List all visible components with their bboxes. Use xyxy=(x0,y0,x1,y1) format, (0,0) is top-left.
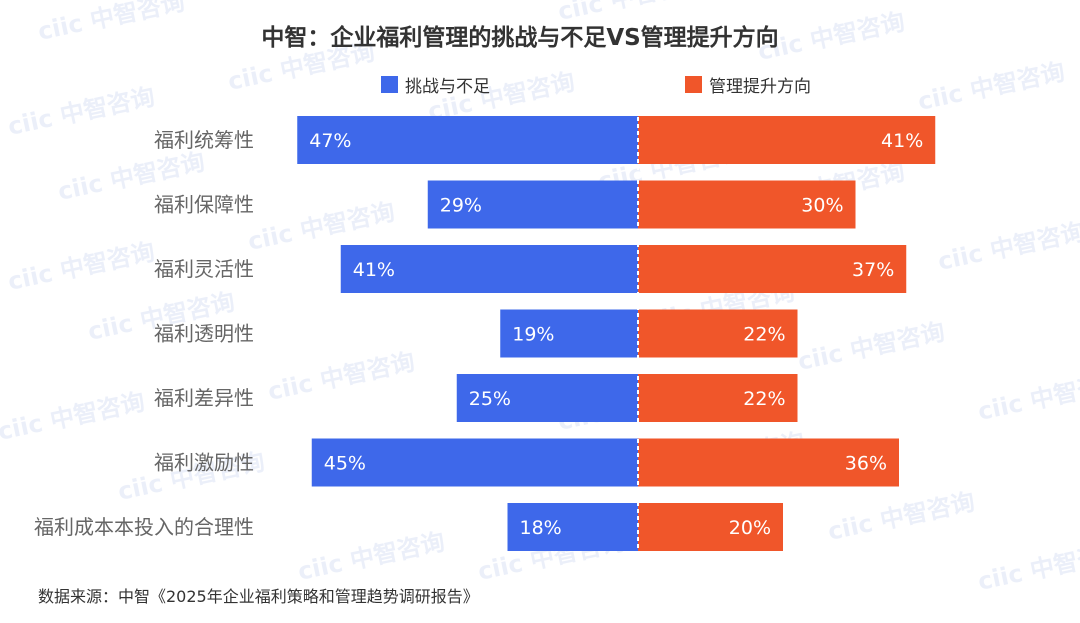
chart-title: 中智：企业福利管理的挑战与不足VS管理提升方向 xyxy=(261,24,778,51)
bar-challenge xyxy=(427,180,638,229)
source-note: 数据来源：中智《2025年企业福利策略和管理趋势调研报告》 xyxy=(38,587,479,606)
bar-improvement xyxy=(638,309,798,358)
watermark: ciic 中智咨询 xyxy=(265,347,417,405)
category-label: 福利激励性 xyxy=(154,451,254,475)
watermark: ciic 中智咨询 xyxy=(35,0,187,46)
watermark: ciic 中智咨询 xyxy=(915,57,1067,115)
bar-improvement xyxy=(638,374,798,422)
value-label-challenge: 29% xyxy=(440,195,482,217)
bar-challenge xyxy=(311,438,638,487)
watermark: ciic 中智咨询 xyxy=(795,317,947,375)
bar-challenge xyxy=(500,309,638,358)
category-label: 福利成本本投入的合理性 xyxy=(34,515,254,539)
value-label-challenge: 25% xyxy=(469,388,511,410)
bar-challenge xyxy=(507,503,638,551)
bar-challenge xyxy=(297,116,638,164)
value-label-improvement: 22% xyxy=(743,324,785,346)
legend-label-left: 挑战与不足 xyxy=(405,77,490,97)
value-label-challenge: 41% xyxy=(353,259,395,281)
watermark: ciic 中智咨询 xyxy=(825,487,977,545)
bar-improvement xyxy=(638,180,856,229)
category-label: 福利统筹性 xyxy=(154,128,254,152)
category-label: 福利差异性 xyxy=(154,386,254,410)
bar-improvement xyxy=(638,245,907,293)
bars-group: 福利统筹性 47% 41% 福利保障性 29% 30% 福利灵活性 41% 37% 福利透明性 19… xyxy=(34,116,936,551)
bar-improvement xyxy=(638,438,899,487)
value-label-challenge: 19% xyxy=(512,324,554,346)
bar-improvement xyxy=(638,116,936,164)
value-label-improvement: 37% xyxy=(852,259,894,281)
watermark: ciic 中智咨询 xyxy=(295,527,447,585)
watermark: ciic 中智咨询 xyxy=(0,387,147,445)
value-label-improvement: 30% xyxy=(801,195,843,217)
legend-label-right: 管理提升方向 xyxy=(709,77,811,97)
legend-swatch-right xyxy=(685,76,702,93)
watermark: ciic 中智咨询 xyxy=(975,367,1080,425)
value-label-improvement: 41% xyxy=(881,130,923,152)
watermark: ciic 中智咨询 xyxy=(555,0,707,26)
category-label: 福利保障性 xyxy=(154,193,254,217)
bar-improvement xyxy=(638,503,783,551)
value-label-challenge: 45% xyxy=(324,453,366,475)
watermark: ciic 中智咨询 xyxy=(975,537,1080,595)
value-label-challenge: 47% xyxy=(309,130,351,152)
watermark: ciic 中智咨询 xyxy=(5,237,157,295)
value-label-challenge: 18% xyxy=(520,517,562,539)
legend-swatch-left xyxy=(381,76,398,93)
value-label-improvement: 36% xyxy=(845,453,887,475)
category-label: 福利透明性 xyxy=(154,322,254,346)
watermark: ciic 中智咨询 xyxy=(935,217,1080,275)
value-label-improvement: 22% xyxy=(743,388,785,410)
bar-challenge xyxy=(340,245,638,293)
legend: 挑战与不足 管理提升方向 xyxy=(381,76,811,97)
value-label-improvement: 20% xyxy=(729,517,771,539)
bar-challenge xyxy=(456,374,638,422)
watermark: ciic 中智咨询 xyxy=(5,82,157,140)
category-label: 福利灵活性 xyxy=(154,257,254,281)
